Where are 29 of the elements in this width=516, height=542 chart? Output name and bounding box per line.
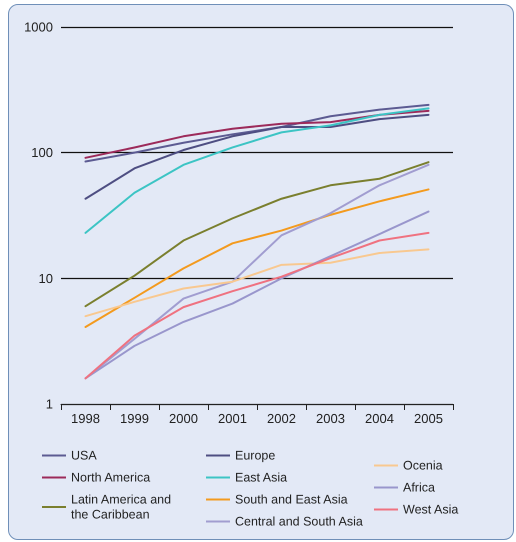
x-tick-label: 2002 <box>267 411 296 426</box>
legend-label: Ocenia <box>403 458 443 472</box>
x-tick-label: 2004 <box>365 411 394 426</box>
legend-label: North America <box>71 470 150 484</box>
legend-label: East Asia <box>235 470 288 484</box>
line-series <box>84 248 430 318</box>
x-tick-label: 2000 <box>169 411 198 426</box>
line-series <box>84 114 430 200</box>
x-tick-label: 1998 <box>71 411 100 426</box>
y-tick-label: 10 <box>38 270 53 286</box>
line-series <box>84 107 430 234</box>
x-tick-label: 2005 <box>414 411 443 426</box>
y-tick-label: 1 <box>46 396 53 412</box>
legend-label: Latin America and the Caribbean <box>71 492 175 522</box>
y-tick-label: 100 <box>31 145 53 160</box>
legend-label: South and East Asia <box>235 492 348 506</box>
line-series <box>84 161 430 308</box>
legend-label: USA <box>71 448 98 462</box>
legend-label: West Asia <box>403 502 458 516</box>
line-series <box>84 188 430 328</box>
legend-label: Europe <box>235 448 276 462</box>
x-tick-label: 2001 <box>218 411 247 426</box>
legend-label: Africa <box>403 480 435 494</box>
line-series <box>84 104 430 163</box>
y-tick-label: 1000 <box>24 20 53 34</box>
x-tick-label: 1999 <box>120 411 149 426</box>
x-tick-label: 2003 <box>316 411 345 426</box>
line-series <box>84 110 430 159</box>
legend-label: Central and South Asia <box>235 514 363 528</box>
